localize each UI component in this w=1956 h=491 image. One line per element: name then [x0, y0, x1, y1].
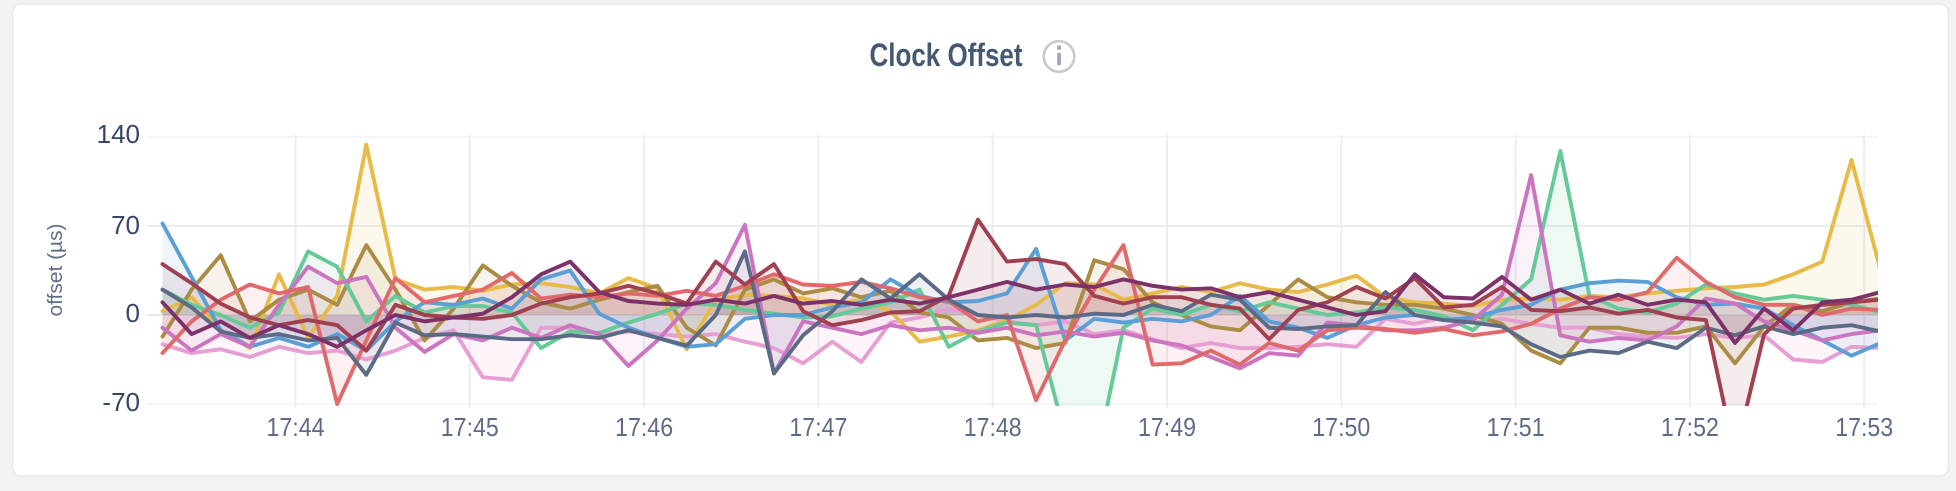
svg-text:17:50: 17:50 — [1312, 412, 1370, 442]
svg-text:17:52: 17:52 — [1661, 412, 1719, 442]
svg-text:17:49: 17:49 — [1138, 412, 1196, 442]
svg-text:-70: -70 — [102, 387, 140, 417]
svg-text:17:51: 17:51 — [1487, 412, 1545, 442]
svg-text:offset (µs): offset (µs) — [45, 224, 67, 317]
svg-text:17:46: 17:46 — [615, 412, 673, 442]
svg-text:70: 70 — [111, 210, 140, 240]
svg-text:17:53: 17:53 — [1835, 412, 1893, 442]
svg-text:Clock Offset: Clock Offset — [870, 37, 1023, 73]
svg-text:17:45: 17:45 — [441, 412, 499, 442]
svg-text:140: 140 — [97, 119, 140, 149]
svg-text:17:48: 17:48 — [964, 412, 1022, 442]
svg-text:17:47: 17:47 — [789, 412, 847, 442]
svg-text:0: 0 — [126, 298, 140, 328]
svg-text:17:44: 17:44 — [267, 412, 325, 442]
